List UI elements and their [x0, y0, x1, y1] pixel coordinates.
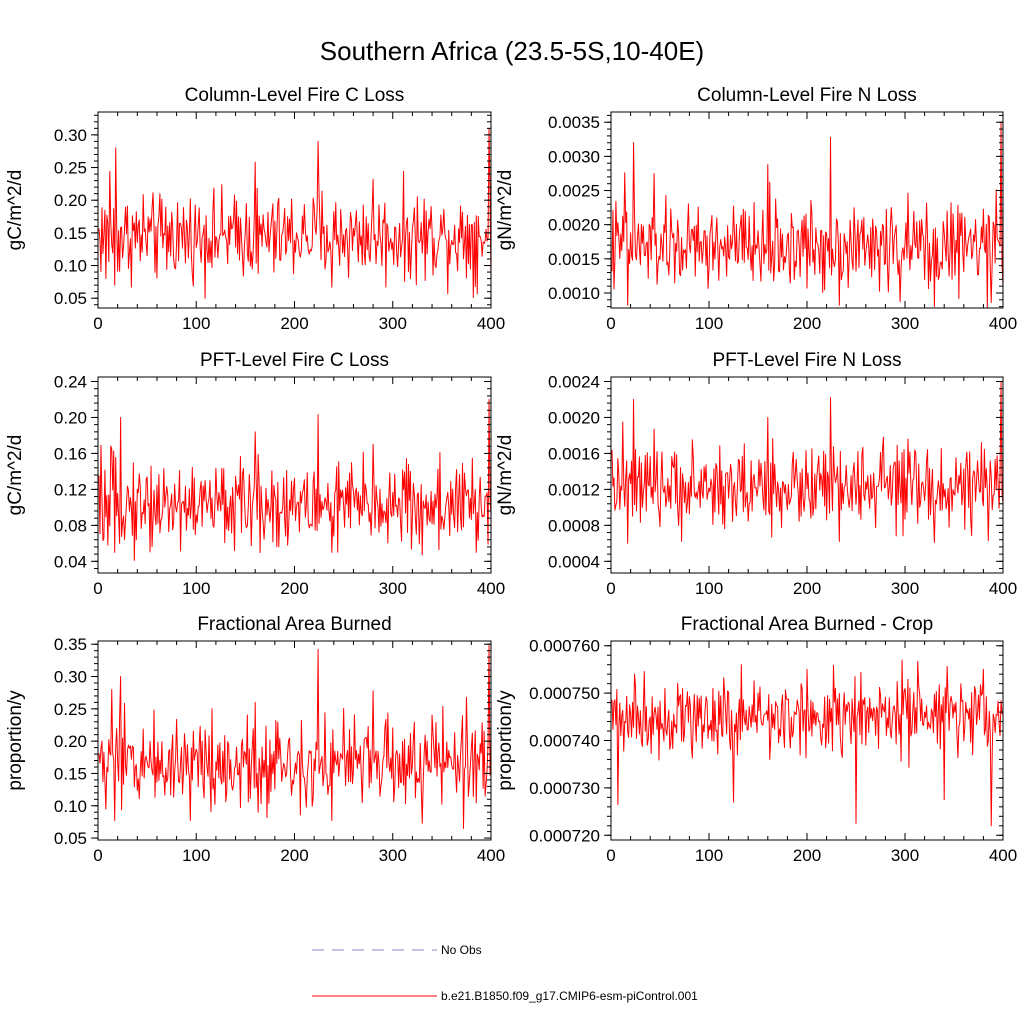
x-tick-label: 100 — [695, 314, 723, 333]
chart-panels: 0 100 200 300 400 0.05 0.10 0.15 0.20 0.25 0.30 Col… — [5, 85, 1017, 865]
y-tick-label: 0.0012 — [548, 480, 600, 499]
chart-panel-3: 0 100 200 300 400 0.04 0.08 0.12 0.16 0.20 0.24 PFT… — [5, 350, 505, 598]
y-axis-label: gN/m^2/d — [495, 170, 516, 251]
x-tick-label: 200 — [280, 846, 308, 865]
panel-title: Column-Level Fire C Loss — [185, 85, 405, 106]
y-tick-label: 0.000760 — [529, 637, 600, 656]
y-tick-label: 0.0015 — [548, 250, 600, 269]
x-tick-label: 300 — [891, 314, 919, 333]
y-tick-label: 0.0020 — [548, 408, 600, 427]
y-tick-label: 0.25 — [54, 159, 87, 178]
x-tick-label: 100 — [182, 846, 210, 865]
x-tick-label: 0 — [93, 579, 102, 598]
y-tick-label: 0.0030 — [548, 147, 600, 166]
y-tick-label: 0.35 — [54, 635, 87, 654]
x-tick-label: 200 — [793, 579, 821, 598]
plot-frame — [97, 111, 492, 309]
y-tick-label: 0.24 — [54, 372, 87, 391]
y-axis-label: proportion/y — [495, 690, 516, 791]
y-tick-label: 0.30 — [54, 668, 87, 687]
legend-label-no-obs: No Obs — [441, 943, 482, 957]
y-axis-label: gC/m^2/d — [5, 435, 26, 516]
series-line — [611, 381, 1004, 544]
x-tick-label: 300 — [379, 846, 407, 865]
page-title: Southern Africa (23.5-5S,10-40E) — [319, 36, 705, 66]
x-tick-label: 100 — [695, 579, 723, 598]
y-tick-label: 0.0025 — [548, 182, 600, 201]
chart-panel-4: 0 100 200 300 400 0.0004 0.0008 0.0012 0.0016 0.0… — [495, 350, 1017, 598]
y-tick-label: 0.25 — [54, 700, 87, 719]
y-tick-label: 0.000720 — [529, 826, 600, 845]
x-tick-label: 300 — [379, 579, 407, 598]
y-tick-label: 0.05 — [54, 829, 87, 848]
y-tick-label: 0.04 — [54, 552, 87, 571]
panel-title: Fractional Area Burned - Crop — [681, 614, 933, 635]
x-tick-label: 0 — [606, 846, 615, 865]
y-tick-label: 0.0010 — [548, 284, 600, 303]
y-tick-label: 0.15 — [54, 224, 87, 243]
y-tick-label: 0.000730 — [529, 779, 600, 798]
x-tick-label: 400 — [989, 579, 1017, 598]
x-tick-label: 400 — [989, 846, 1017, 865]
series-line — [98, 398, 492, 561]
y-tick-label: 0.16 — [54, 444, 87, 463]
chart-panel-6: 0 100 200 300 400 0.000720 0.000730 0.000740 0.0… — [495, 614, 1017, 865]
x-tick-label: 100 — [182, 579, 210, 598]
x-tick-label: 0 — [606, 314, 615, 333]
plot-frame — [97, 376, 492, 574]
y-tick-label: 0.0020 — [548, 216, 600, 235]
y-tick-label: 0.12 — [54, 480, 87, 499]
x-tick-label: 200 — [280, 579, 308, 598]
y-tick-label: 0.08 — [54, 516, 87, 535]
y-axis-label: gC/m^2/d — [5, 170, 26, 251]
y-tick-label: 0.20 — [54, 191, 87, 210]
legend-label-model: b.e21.B1850.f09_g17.CMIP6-esm-piControl.… — [441, 989, 698, 1003]
x-tick-label: 200 — [793, 314, 821, 333]
chart-panel-5: 0 100 200 300 400 0.05 0.10 0.15 0.20 0.25 0.30 0.3… — [5, 614, 505, 865]
y-tick-label: 0.000750 — [529, 684, 600, 703]
y-axis-label: gN/m^2/d — [495, 435, 516, 516]
x-tick-label: 400 — [989, 314, 1017, 333]
series-line — [611, 121, 1004, 309]
y-tick-label: 0.20 — [54, 732, 87, 751]
x-tick-label: 0 — [606, 579, 615, 598]
y-tick-label: 0.15 — [54, 764, 87, 783]
y-tick-label: 0.0035 — [548, 113, 600, 132]
y-tick-label: 0.000740 — [529, 732, 600, 751]
y-axis-label: proportion/y — [5, 690, 26, 791]
panel-title: Fractional Area Burned — [197, 614, 391, 635]
x-tick-label: 200 — [280, 314, 308, 333]
y-tick-label: 0.20 — [54, 408, 87, 427]
legend: No Obs b.e21.B1850.f09_g17.CMIP6-esm-piC… — [312, 943, 698, 1003]
y-tick-label: 0.0024 — [548, 372, 600, 391]
x-tick-label: 400 — [477, 846, 505, 865]
series-line — [611, 659, 1004, 827]
x-tick-label: 100 — [695, 846, 723, 865]
y-tick-label: 0.10 — [54, 797, 87, 816]
x-tick-label: 400 — [477, 314, 505, 333]
x-tick-label: 200 — [793, 846, 821, 865]
y-tick-label: 0.30 — [54, 126, 87, 145]
chart-panel-2: 0 100 200 300 400 0.0010 0.0015 0.0020 0.0025 0.0… — [495, 85, 1017, 333]
x-tick-label: 300 — [891, 579, 919, 598]
x-tick-label: 0 — [93, 314, 102, 333]
x-tick-label: 400 — [477, 579, 505, 598]
y-tick-label: 0.0016 — [548, 444, 600, 463]
panel-title: Column-Level Fire N Loss — [697, 85, 917, 106]
x-tick-label: 100 — [182, 314, 210, 333]
x-tick-label: 300 — [891, 846, 919, 865]
chart-panel-1: 0 100 200 300 400 0.05 0.10 0.15 0.20 0.25 0.30 Col… — [5, 85, 505, 333]
y-tick-label: 0.0004 — [548, 552, 600, 571]
y-tick-label: 0.0008 — [548, 516, 600, 535]
panel-title: PFT-Level Fire C Loss — [200, 350, 389, 371]
series-line — [98, 127, 492, 299]
panel-title: PFT-Level Fire N Loss — [713, 350, 902, 371]
series-line — [98, 645, 492, 829]
y-tick-label: 0.05 — [54, 289, 87, 308]
x-tick-label: 300 — [379, 314, 407, 333]
y-tick-label: 0.10 — [54, 257, 87, 276]
x-tick-label: 0 — [93, 846, 102, 865]
